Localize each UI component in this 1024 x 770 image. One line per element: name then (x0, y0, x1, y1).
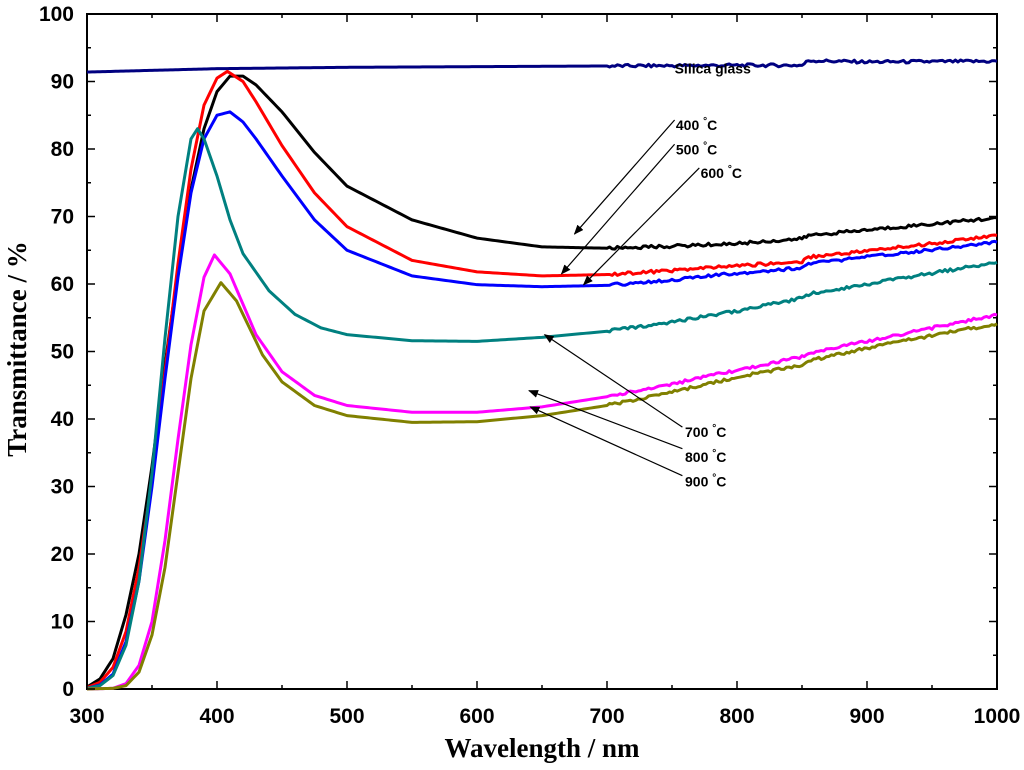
annotation-arrow-4 (543, 334, 683, 428)
y-tick-label: 30 (51, 476, 74, 499)
tick-layer: 300 400 500 600 700 800 900 1000 0 10 20 30 40 50 60 70… (39, 3, 1020, 728)
x-tick-label: 500 (329, 705, 364, 728)
annotation-label-0: Silica glass (675, 60, 751, 76)
x-axis-title: Wavelength / nm (444, 733, 640, 763)
series-line-3 (86, 110, 998, 690)
series-layer (86, 58, 998, 691)
series-line-6 (86, 281, 998, 691)
series-line-5 (86, 253, 998, 691)
series-line-1 (86, 74, 998, 689)
annotation-arrow-3 (582, 167, 700, 286)
x-tick-label: 600 (459, 705, 494, 728)
x-tick-label: 300 (69, 705, 104, 728)
y-tick-label: 100 (39, 3, 74, 26)
x-tick-label: 900 (849, 705, 884, 728)
x-tick-label: 700 (589, 705, 624, 728)
y-tick-label: 40 (51, 408, 74, 431)
x-tick-label: 800 (719, 705, 754, 728)
y-axis-title: Transmittance / % (2, 241, 32, 456)
y-tick-label: 20 (51, 543, 74, 566)
y-tick-label: 90 (51, 71, 74, 94)
annotation-arrow-2 (560, 143, 676, 275)
annotation-layer: Silica glass 400 °C 500 °C 600 °C 700 °C 800 … (528, 60, 751, 490)
x-tick-label: 400 (199, 705, 234, 728)
annotation-arrow-1 (573, 119, 676, 235)
annotation-label-4: 700 °C (685, 423, 726, 440)
annotation-label-6: 900 °C (685, 473, 726, 490)
annotation-label-1: 400 °C (676, 116, 717, 133)
y-tick-label: 70 (51, 206, 74, 229)
y-tick-label: 0 (62, 678, 74, 701)
series-line-2 (86, 69, 998, 690)
plot-frame (86, 13, 998, 690)
annotation-arrow-6 (529, 406, 683, 477)
y-tick-label: 10 (51, 611, 74, 634)
x-tick-label: 1000 (974, 705, 1021, 728)
y-tick-label: 80 (51, 138, 74, 161)
annotation-label-5: 800 °C (685, 448, 726, 465)
plot-layer (86, 13, 998, 690)
series-line-4 (86, 127, 998, 690)
y-tick-label: 50 (51, 341, 74, 364)
annotation-label-2: 500 °C (676, 140, 717, 157)
y-tick-label: 60 (51, 273, 74, 296)
series-line-0 (86, 58, 998, 74)
annotation-label-3: 600 °C (701, 164, 742, 181)
annotation-arrow-5 (528, 390, 683, 450)
